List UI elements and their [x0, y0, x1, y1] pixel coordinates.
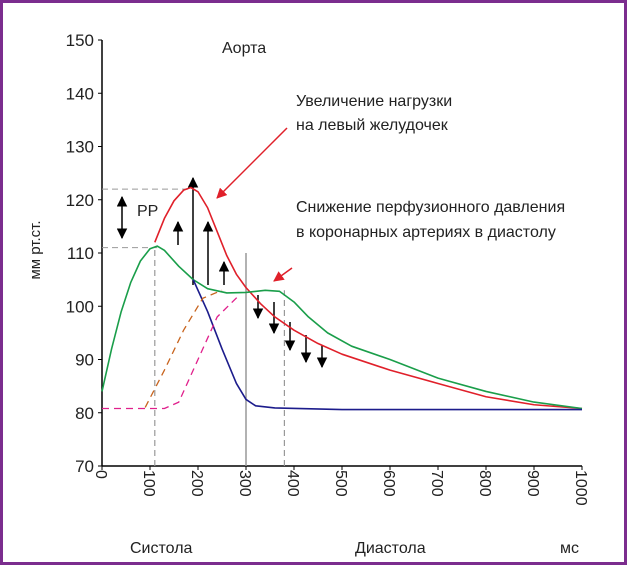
x-tick-label: 400 — [284, 470, 301, 497]
line — [101, 245, 583, 410]
y-tick-label: 120 — [66, 191, 94, 210]
annotation: на левый желудочек — [296, 117, 449, 134]
annotation-arrow — [273, 267, 293, 282]
annotation: Снижение перфузионного давления — [296, 199, 565, 216]
annotation: Увеличение нагрузки — [296, 93, 452, 110]
y-tick-label: 110 — [67, 244, 94, 263]
y-tick-label: 150 — [66, 31, 94, 50]
annotation: PP — [137, 203, 158, 220]
y-tick-label: 130 — [66, 138, 94, 157]
arrows — [116, 127, 328, 369]
x-tick-label: 800 — [476, 470, 493, 497]
line — [192, 279, 582, 411]
y-tick-label: 80 — [75, 404, 94, 423]
y-tick-label: 140 — [66, 84, 94, 103]
x-tick-label: 500 — [332, 470, 349, 497]
x-tick-label: 1000 — [572, 470, 589, 506]
x-tick-label: 200 — [188, 470, 205, 497]
y-tick-label: 70 — [75, 457, 94, 476]
x-tick-label: 0 — [92, 470, 109, 479]
phase-label: Диастола — [355, 540, 426, 557]
x-tick-label: 900 — [524, 470, 541, 497]
x-tick-label: 700 — [428, 470, 445, 497]
y-axis-label: мм рт.ст. — [27, 220, 44, 279]
line — [144, 289, 223, 408]
x-tick-label: 100 — [140, 470, 157, 497]
phase-label: Систола — [130, 540, 193, 557]
x-tick-label: 600 — [380, 470, 397, 497]
annotation: в коронарных артериях в диастолу — [296, 224, 556, 241]
x-axis-label: мс — [560, 540, 579, 557]
annotation-arrow — [216, 127, 288, 199]
x-tick-label: 300 — [236, 470, 253, 497]
chart-title: Аорта — [222, 40, 266, 57]
y-tick-label: 90 — [75, 351, 94, 370]
line — [102, 295, 240, 410]
line — [154, 186, 583, 410]
y-tick-label: 100 — [66, 297, 94, 316]
